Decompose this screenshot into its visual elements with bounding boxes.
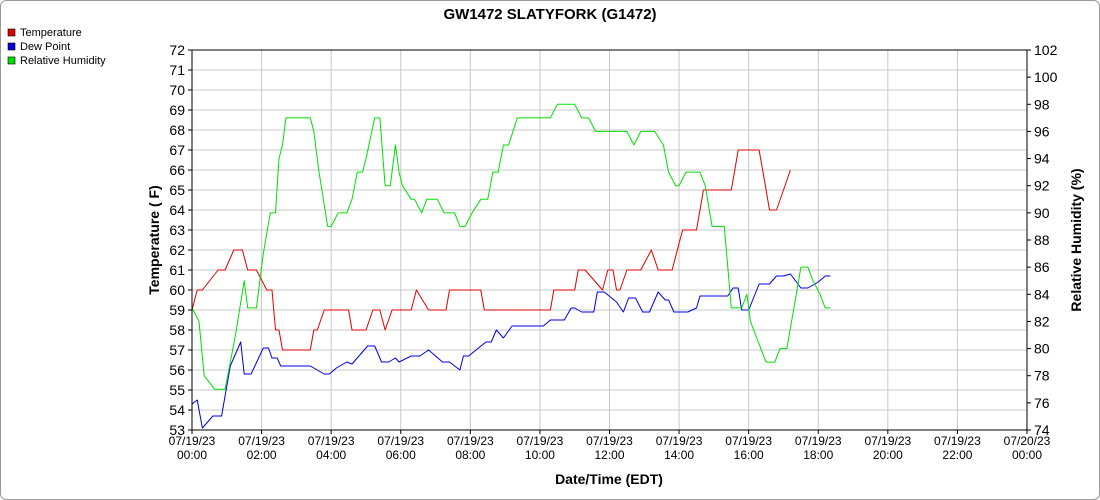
left-tick-label: 68 — [169, 122, 185, 138]
x-tick-time: 08:00 — [455, 448, 485, 462]
left-tick-label: 61 — [169, 262, 185, 278]
series-line-dew-point — [191, 273, 831, 429]
x-tick-time: 04:00 — [316, 448, 346, 462]
x-tick-date: 07/19/23 — [656, 434, 703, 448]
legend-label-dew-point: Dew Point — [20, 41, 70, 53]
right-tick-label: 98 — [1034, 96, 1050, 112]
x-tick-date: 07/19/23 — [447, 434, 494, 448]
x-tick-date: 07/19/23 — [169, 434, 216, 448]
right-tick-label: 86 — [1034, 259, 1050, 275]
y-axis-right-label: Relative Humidity (%) — [1068, 168, 1084, 311]
legend-label-temperature: Temperature — [20, 27, 82, 39]
right-tick-label: 102 — [1034, 42, 1058, 58]
x-axis-label: Date/Time (EDT) — [555, 471, 663, 487]
left-tick-label: 67 — [169, 142, 185, 158]
x-tick-time: 06:00 — [386, 448, 416, 462]
x-tick-date: 07/19/23 — [864, 434, 911, 448]
left-tick-label: 66 — [169, 162, 185, 178]
legend-swatch-dew-point — [7, 42, 16, 51]
right-tick-label: 84 — [1034, 286, 1050, 302]
left-axis: 53 54 55 56 57 58 59 60 61 62 63 64 65 66 67 68 69 70 71 72 — [169, 42, 192, 438]
legend-swatch-temperature — [7, 28, 16, 37]
y-axis-label: Temperature ( F) — [146, 185, 162, 294]
right-tick-label: 78 — [1034, 368, 1050, 384]
left-tick-label: 71 — [169, 62, 185, 78]
x-axis: 07/19/2300:0007/19/2302:0007/19/2304:000… — [169, 430, 1051, 462]
x-tick-time: 00:00 — [177, 448, 207, 462]
x-tick-date: 07/19/23 — [238, 434, 285, 448]
right-tick-label: 80 — [1034, 341, 1050, 357]
x-tick-date: 07/19/23 — [308, 434, 355, 448]
x-tick-time: 20:00 — [873, 448, 903, 462]
right-axis: 74 76 78 80 82 84 86 88 90 92 94 96 98 100 102 — [1027, 42, 1058, 438]
x-tick-time: 14:00 — [664, 448, 694, 462]
x-tick-time: 22:00 — [942, 448, 972, 462]
x-tick-time: 10:00 — [525, 448, 555, 462]
left-tick-label: 58 — [169, 322, 185, 338]
grid — [191, 49, 1028, 431]
series-line-temperature — [191, 149, 791, 351]
x-tick-date: 07/19/23 — [795, 434, 842, 448]
left-tick-label: 55 — [169, 382, 185, 398]
x-tick-time: 18:00 — [803, 448, 833, 462]
x-tick-date: 07/19/23 — [517, 434, 564, 448]
right-tick-label: 82 — [1034, 313, 1050, 329]
x-tick-time: 00:00 — [1012, 448, 1042, 462]
legend: Temperature Dew Point Relative Humidity — [7, 27, 106, 67]
right-tick-label: 76 — [1034, 395, 1050, 411]
left-tick-label: 56 — [169, 362, 185, 378]
x-tick-date: 07/19/23 — [934, 434, 981, 448]
right-tick-label: 100 — [1034, 69, 1058, 85]
x-tick-date: 07/19/23 — [377, 434, 424, 448]
left-tick-label: 72 — [169, 42, 185, 58]
left-tick-label: 59 — [169, 302, 185, 318]
left-tick-label: 62 — [169, 242, 185, 258]
right-tick-label: 92 — [1034, 178, 1050, 194]
right-tick-label: 74 — [1034, 422, 1050, 438]
left-tick-label: 70 — [169, 82, 185, 98]
left-tick-label: 60 — [169, 282, 185, 298]
left-tick-label: 53 — [169, 422, 185, 438]
legend-swatch-relative-humidity — [7, 56, 16, 65]
series-lines — [191, 103, 831, 429]
left-tick-label: 64 — [169, 202, 185, 218]
x-tick-date: 07/20/23 — [1004, 434, 1051, 448]
x-tick-date: 07/19/23 — [725, 434, 772, 448]
right-tick-label: 96 — [1034, 123, 1050, 139]
left-tick-label: 57 — [169, 342, 185, 358]
x-tick-date: 07/19/23 — [586, 434, 633, 448]
right-tick-label: 90 — [1034, 205, 1050, 221]
legend-label-relative-humidity: Relative Humidity — [20, 55, 106, 67]
x-tick-time: 12:00 — [594, 448, 624, 462]
left-tick-label: 63 — [169, 222, 185, 238]
left-tick-label: 69 — [169, 102, 185, 118]
x-tick-time: 16:00 — [734, 448, 764, 462]
right-tick-label: 88 — [1034, 232, 1050, 248]
left-tick-label: 54 — [169, 402, 185, 418]
right-tick-label: 94 — [1034, 151, 1050, 167]
series-line-relative-humidity — [191, 103, 831, 390]
x-tick-time: 02:00 — [247, 448, 277, 462]
chart-title: GW1472 SLATYFORK (G1472) — [443, 6, 656, 23]
left-tick-label: 65 — [169, 182, 185, 198]
